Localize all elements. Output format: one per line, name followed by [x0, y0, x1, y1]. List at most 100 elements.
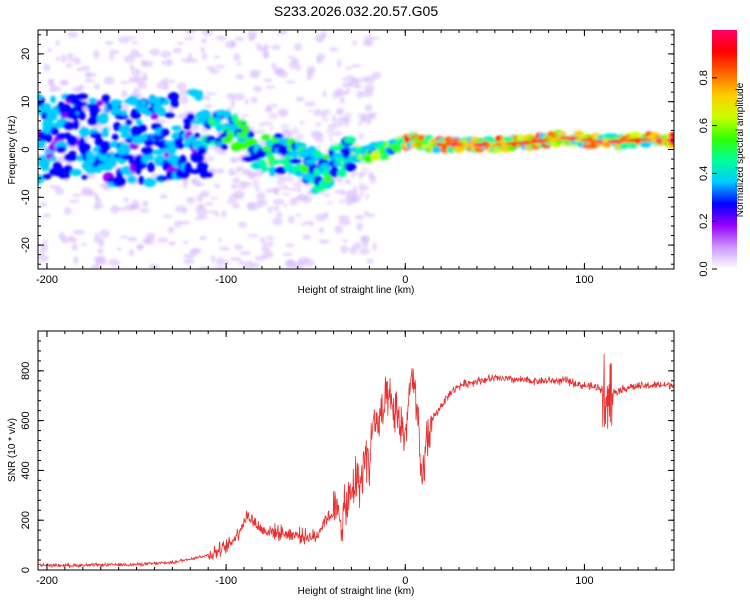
noise-blob	[230, 99, 236, 108]
noise-blob	[315, 213, 327, 222]
signal-blob	[63, 121, 75, 130]
signal-blob	[141, 153, 149, 164]
signal-blob	[135, 119, 143, 126]
noise-blob	[230, 40, 235, 48]
signal-blob	[38, 92, 43, 102]
signal-blob	[640, 141, 651, 148]
signal-blob	[109, 99, 123, 106]
noise-blob	[247, 234, 259, 238]
signal-blob	[50, 127, 59, 136]
noise-blob	[316, 57, 322, 65]
noise-blob	[336, 107, 345, 115]
noise-blob	[364, 104, 373, 112]
noise-blob	[265, 188, 271, 194]
noise-blob	[357, 122, 363, 127]
noise-blob	[307, 109, 313, 114]
noise-blob	[361, 76, 369, 83]
noise-blob	[352, 169, 358, 176]
signal-blob	[95, 100, 104, 107]
noise-blob	[83, 78, 95, 83]
noise-blob	[282, 252, 293, 257]
noise-blob	[176, 82, 187, 91]
signal-blob	[147, 154, 155, 161]
x-tick-label: 0	[402, 274, 408, 286]
noise-blob	[130, 203, 136, 211]
signal-blob	[147, 161, 156, 173]
noise-blob	[99, 229, 110, 239]
noise-blob	[81, 242, 88, 247]
snr-y-axis-title: SNR (10 * v/v)	[7, 418, 18, 482]
noise-blob	[362, 241, 369, 248]
noise-blob	[263, 51, 270, 58]
signal-blob	[42, 173, 52, 180]
noise-blob	[233, 53, 241, 62]
noise-blob	[247, 202, 259, 211]
noise-blob	[358, 172, 364, 180]
noise-blob	[302, 258, 315, 267]
noise-blob	[334, 225, 344, 234]
noise-blob	[348, 246, 358, 255]
noise-blob	[272, 217, 283, 226]
noise-blob	[77, 84, 85, 91]
noise-blob	[223, 260, 230, 266]
noise-blob	[359, 248, 370, 255]
colorbar-ticks: 0.0 0.2 0.4 0.6 0.8	[698, 70, 717, 277]
noise-blob	[159, 193, 168, 200]
noise-blob	[135, 245, 145, 250]
snr-plot-area	[38, 353, 674, 569]
signal-blob	[119, 143, 132, 153]
noise-blob	[204, 103, 213, 108]
noise-blob	[291, 198, 298, 202]
signal-blob	[198, 109, 212, 121]
noise-blob	[228, 195, 234, 202]
noise-blob	[283, 203, 288, 208]
noise-blob	[230, 183, 239, 190]
signal-blob	[148, 95, 158, 105]
noise-blob	[278, 110, 286, 117]
noise-blob	[281, 187, 292, 191]
noise-blob	[76, 67, 82, 72]
noise-blob	[221, 210, 227, 218]
noise-blob	[358, 117, 365, 123]
signal-blob	[174, 137, 183, 148]
signal-blob	[74, 101, 88, 107]
signal-blob	[336, 168, 347, 178]
noise-blob	[254, 255, 266, 261]
noise-blob	[205, 66, 216, 70]
signal-blob	[274, 166, 288, 175]
noise-blob	[205, 92, 217, 96]
noise-blob	[38, 254, 49, 262]
signal-blob	[125, 119, 133, 126]
noise-blob	[280, 124, 290, 129]
noise-blob	[213, 212, 220, 217]
noise-blob	[72, 193, 82, 197]
noise-blob	[97, 248, 104, 255]
signal-blob	[50, 95, 57, 104]
snr-ticks: -200 -100 0 100 0 200 400 600 800	[20, 330, 675, 587]
colorbar-tick-label: 0.4	[698, 166, 710, 181]
noise-blob	[321, 118, 330, 122]
noise-blob	[129, 248, 135, 257]
noise-blob	[215, 257, 225, 266]
signal-blob	[257, 158, 266, 165]
noise-blob	[108, 259, 121, 267]
noise-blob	[160, 50, 171, 59]
noise-blob	[295, 96, 305, 102]
noise-blob	[267, 205, 273, 214]
noise-blob	[338, 218, 351, 226]
signal-blob	[76, 93, 89, 100]
signal-blob	[201, 171, 214, 178]
noise-blob	[142, 200, 149, 208]
noise-blob	[186, 197, 195, 205]
noise-blob	[168, 241, 176, 246]
noise-blob	[55, 56, 60, 62]
noise-blob	[318, 239, 330, 244]
noise-blob	[201, 207, 208, 216]
signal-blob	[126, 175, 137, 184]
noise-blob	[300, 222, 306, 227]
noise-blob	[63, 206, 72, 215]
noise-blob	[131, 199, 140, 205]
noise-blob	[236, 61, 243, 66]
noise-blob	[287, 55, 296, 60]
noise-blob	[47, 47, 52, 53]
